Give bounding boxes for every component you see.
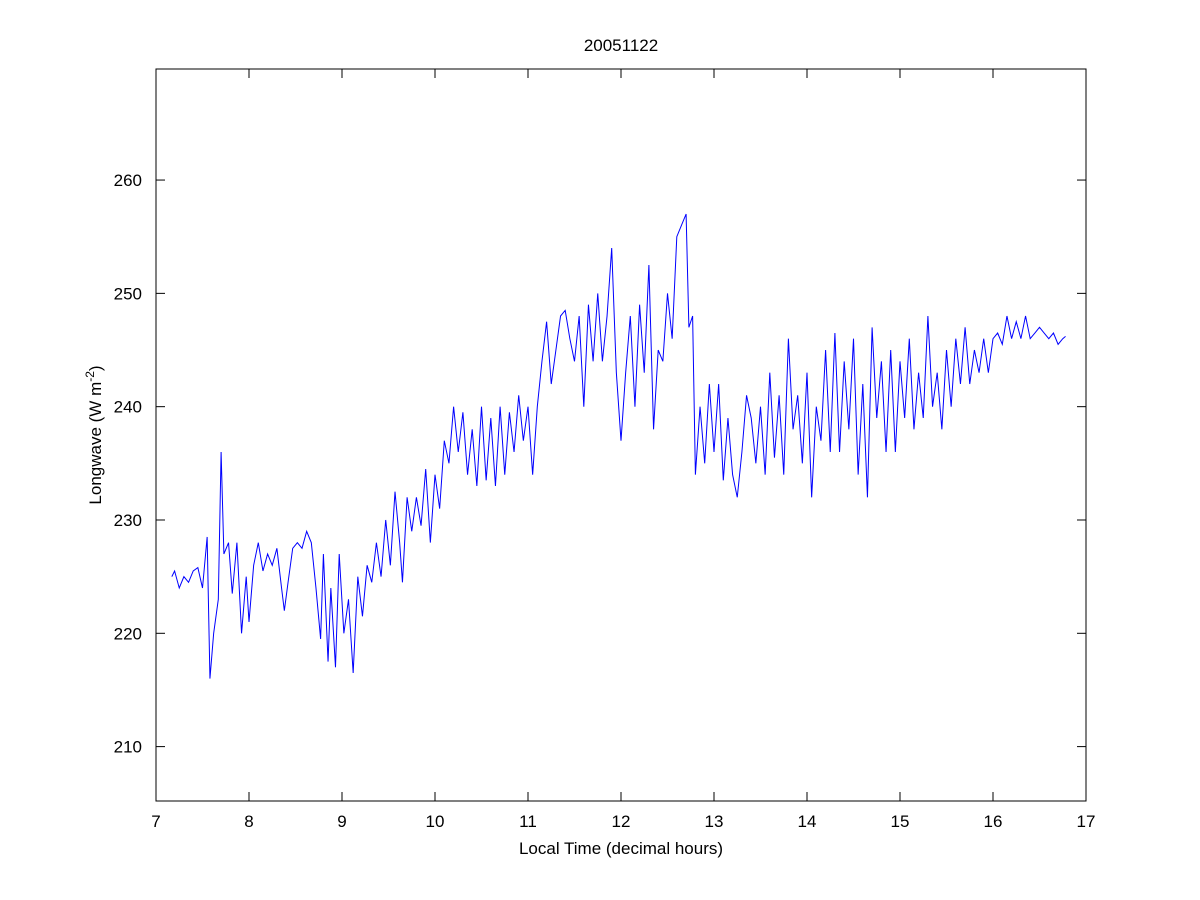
y-axis-label: Longwave (W m-2) — [83, 365, 105, 504]
y-tick-label: 220 — [114, 624, 142, 643]
y-label-superscript: -2 — [83, 371, 97, 382]
x-tick-label: 15 — [891, 812, 910, 831]
x-tick-label: 8 — [244, 812, 253, 831]
plot-frame — [155, 68, 1087, 802]
y-label-text: Longwave (W m — [86, 382, 105, 505]
x-tick-label: 10 — [426, 812, 445, 831]
x-tick-label: 12 — [612, 812, 631, 831]
y-tick-label: 240 — [114, 398, 142, 417]
y-tick-label: 210 — [114, 738, 142, 757]
x-tick-label: 9 — [337, 812, 346, 831]
chart-title: 20051122 — [584, 36, 658, 55]
x-tick-label: 17 — [1077, 812, 1096, 831]
x-tick-label: 16 — [984, 812, 1003, 831]
x-tick-label: 11 — [519, 812, 537, 831]
x-tick-label: 7 — [151, 812, 160, 831]
x-axis-label: Local Time (decimal hours) — [519, 839, 723, 858]
y-tick-label: 250 — [114, 284, 142, 303]
y-label-closing: ) — [86, 365, 105, 371]
data-line — [171, 213, 1066, 679]
x-tick-label: 14 — [798, 812, 817, 831]
x-tick-label: 13 — [705, 812, 724, 831]
y-tick-label: 230 — [114, 511, 142, 530]
y-tick-label: 260 — [114, 171, 142, 190]
